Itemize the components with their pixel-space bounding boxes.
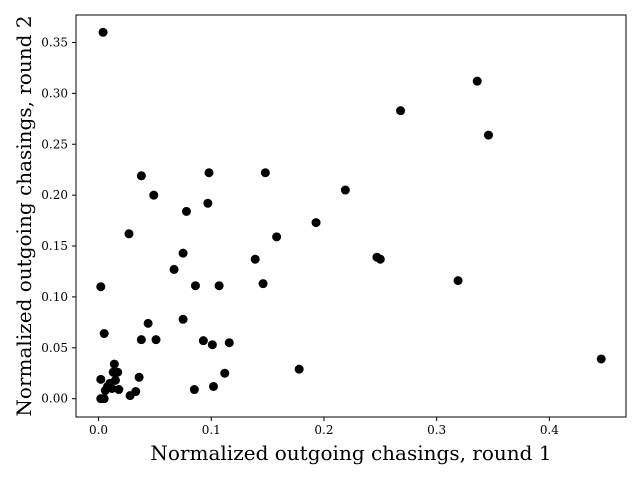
y-tick-label: 0.10 bbox=[41, 290, 68, 304]
scatter-point bbox=[198, 336, 208, 346]
y-tick-label: 0.25 bbox=[41, 137, 68, 151]
scatter-point bbox=[250, 254, 260, 264]
scatter-point bbox=[396, 106, 406, 116]
y-tick-label: 0.30 bbox=[41, 86, 68, 100]
scatter-point bbox=[136, 335, 146, 345]
scatter-point bbox=[178, 248, 188, 258]
scatter-point bbox=[181, 206, 191, 216]
data-points bbox=[96, 27, 606, 404]
scatter-point bbox=[189, 385, 199, 395]
y-tick-label: 0.35 bbox=[41, 35, 68, 49]
scatter-point bbox=[375, 254, 385, 264]
scatter-point bbox=[203, 198, 213, 208]
x-tick-label: 0.4 bbox=[540, 423, 559, 437]
scatter-point bbox=[114, 385, 124, 395]
scatter-point bbox=[204, 168, 214, 178]
scatter-point bbox=[220, 368, 230, 378]
x-tick-label: 0.1 bbox=[202, 423, 221, 437]
y-axis-label: Normalized outgoing chasings, round 2 bbox=[12, 15, 36, 416]
plot-background bbox=[76, 15, 626, 417]
scatter-point bbox=[100, 386, 110, 396]
scatter-point bbox=[124, 229, 134, 239]
scatter-point bbox=[472, 76, 482, 86]
scatter-point bbox=[96, 282, 106, 292]
scatter-point bbox=[340, 185, 350, 195]
plot-frame bbox=[75, 14, 627, 418]
scatter-point bbox=[596, 354, 606, 364]
y-tick-label: 0.20 bbox=[41, 188, 68, 202]
scatter-point bbox=[260, 168, 270, 178]
scatter-point bbox=[272, 232, 282, 242]
scatter-point bbox=[99, 394, 109, 404]
scatter-point bbox=[107, 384, 117, 394]
x-tick-label: 0.2 bbox=[314, 423, 333, 437]
scatter-point bbox=[258, 279, 268, 289]
scatter-point bbox=[169, 264, 179, 274]
x-tick-label: 0.3 bbox=[427, 423, 446, 437]
scatter-point bbox=[484, 130, 493, 140]
scatter-point bbox=[136, 171, 146, 181]
y-axis: 0.00 0.05 0.10 0.15 0.20 0.25 0.30 0.35 bbox=[41, 35, 76, 406]
scatter-point bbox=[178, 314, 188, 324]
scatter-point bbox=[134, 372, 144, 382]
scatter-point bbox=[125, 391, 135, 401]
scatter-point bbox=[99, 329, 109, 339]
scatter-point bbox=[151, 335, 161, 345]
scatter-point bbox=[214, 281, 224, 291]
x-axis-label: Normalized outgoing chasings, round 1 bbox=[150, 441, 551, 465]
scatter-point bbox=[190, 281, 200, 291]
y-tick-label: 0.15 bbox=[41, 239, 68, 253]
x-axis: 0.0 0.1 0.2 0.3 0.4 bbox=[89, 417, 559, 437]
scatter-point bbox=[98, 27, 108, 37]
y-tick-label: 0.05 bbox=[41, 341, 68, 355]
scatter-point bbox=[113, 367, 123, 377]
scatter-point bbox=[294, 364, 304, 374]
y-tick-label: 0.00 bbox=[41, 392, 68, 406]
scatter-point bbox=[149, 190, 159, 200]
scatter-point bbox=[96, 374, 106, 384]
scatter-point bbox=[209, 381, 218, 391]
x-tick-label: 0.0 bbox=[89, 423, 108, 437]
scatter-point bbox=[453, 276, 463, 286]
scatter-point bbox=[311, 218, 321, 228]
scatter-point bbox=[224, 338, 234, 348]
scatter-point bbox=[143, 318, 153, 328]
scatter-point bbox=[109, 359, 119, 369]
scatter-point bbox=[207, 340, 217, 350]
